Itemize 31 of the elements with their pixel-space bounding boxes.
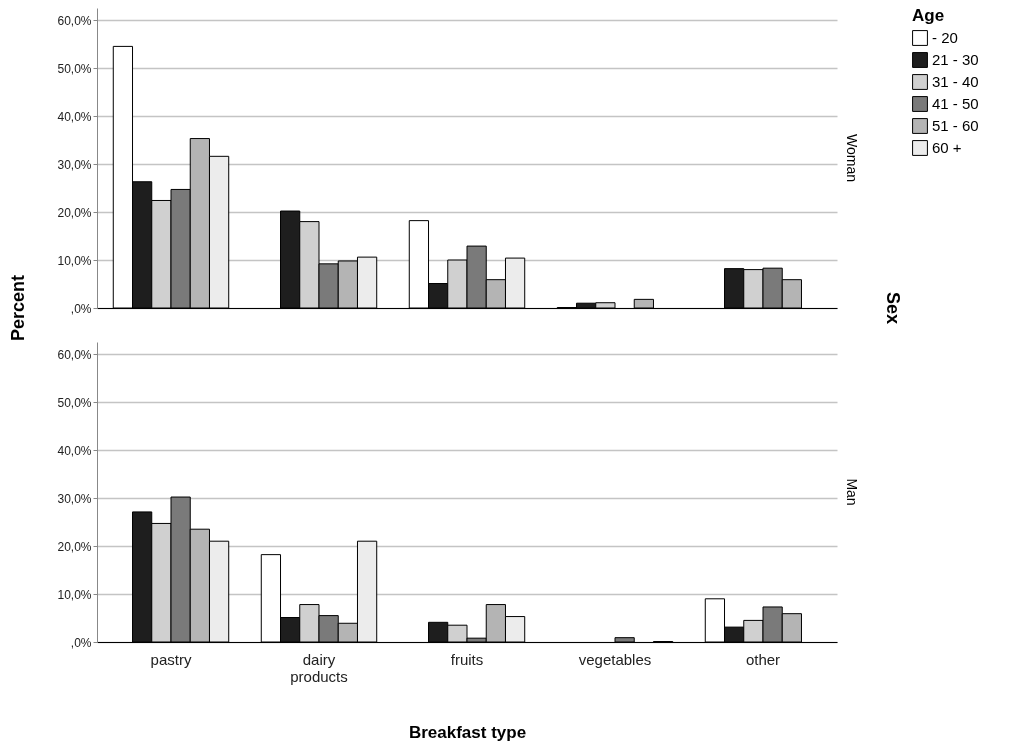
y-tick-label: 40,0%	[57, 109, 92, 124]
y2-axis-title: Man	[844, 478, 860, 506]
legend-label: 60 +	[932, 139, 962, 156]
y-tick-label: 50,0%	[57, 61, 92, 76]
y-tick-label: ,0%	[70, 301, 92, 316]
y-tick-label: 20,0%	[57, 539, 92, 554]
y-tick-label: 10,0%	[57, 253, 92, 268]
text: Sex	[883, 291, 903, 325]
x-tick-label: vegetables	[578, 650, 652, 668]
x-axis-title: Breakfast type	[408, 722, 527, 742]
y2-axis-title: Woman	[844, 134, 860, 182]
y-tick-label: 30,0%	[57, 491, 92, 506]
legend-label: 21 - 30	[932, 51, 979, 68]
x-tick-label: other	[745, 650, 781, 668]
x-tick-label: dairy products	[290, 650, 348, 685]
x-tick-label: pastry	[150, 650, 192, 668]
x-tick-label: fruits	[450, 650, 484, 668]
legend-label: 51 - 60	[932, 117, 979, 134]
y-tick-label: 30,0%	[57, 157, 92, 172]
y-tick-label: 60,0%	[57, 13, 92, 28]
y-tick-label: 50,0%	[57, 395, 92, 410]
y-tick-label: 10,0%	[57, 587, 92, 602]
y-tick-label: 60,0%	[57, 347, 92, 362]
legend-title: Age	[912, 6, 945, 25]
y-tick-label: 40,0%	[57, 443, 92, 458]
legend-label: 41 - 50	[932, 95, 979, 112]
y-tick-label: 20,0%	[57, 205, 92, 220]
y-axis-title: Percent	[8, 274, 28, 342]
legend-label: 31 - 40	[932, 73, 979, 90]
legend-label: - 20	[932, 29, 958, 46]
y-tick-label: ,0%	[70, 635, 92, 650]
